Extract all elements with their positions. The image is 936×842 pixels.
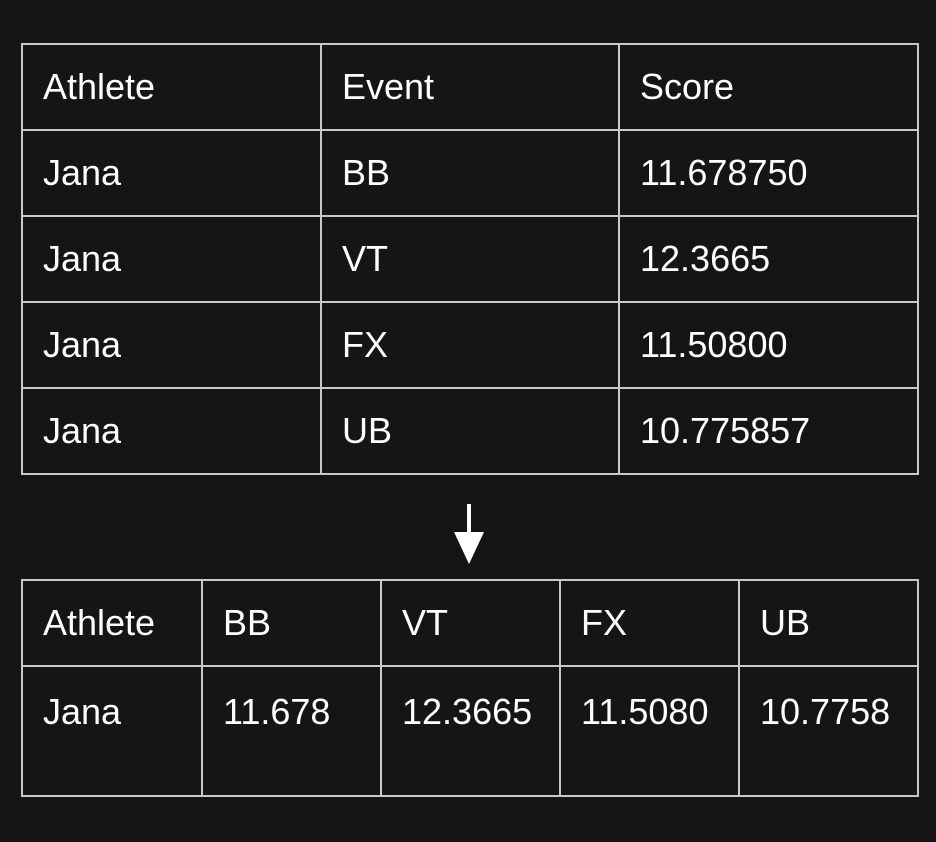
athlete-cell: Jana (21, 301, 322, 389)
athlete-cell: Jana (21, 129, 322, 217)
column-header-bb: BB (201, 579, 382, 667)
table-row: Jana FX 11.50800 (21, 301, 919, 389)
score-cell: 10.775857 (618, 387, 919, 475)
athlete-cell: Jana (21, 665, 203, 797)
score-cell: 12.3665 (618, 215, 919, 303)
vt-score-cell: 12.3665 (380, 665, 561, 797)
athlete-cell: Jana (21, 215, 322, 303)
athlete-cell: Jana (21, 387, 322, 475)
score-cell: 11.50800 (618, 301, 919, 389)
table-row: Jana BB 11.678750 (21, 129, 919, 217)
header-row: Athlete BB VT FX UB (21, 579, 919, 667)
event-cell: VT (320, 215, 620, 303)
column-header-score: Score (618, 43, 919, 131)
column-header-event: Event (320, 43, 620, 131)
ub-score-cell: 10.7758 (738, 665, 919, 797)
header-row: Athlete Event Score (21, 43, 919, 131)
event-cell: BB (320, 129, 620, 217)
column-header-athlete: Athlete (21, 579, 203, 667)
column-header-fx: FX (559, 579, 740, 667)
fx-score-cell: 11.5080 (559, 665, 740, 797)
bb-score-cell: 11.678 (201, 665, 382, 797)
column-header-vt: VT (380, 579, 561, 667)
wide-format-table: Athlete BB VT FX UB Jana 11.678 12.3665 … (21, 579, 919, 797)
down-arrow-icon (454, 504, 484, 564)
column-header-ub: UB (738, 579, 919, 667)
table-row: Jana UB 10.775857 (21, 387, 919, 475)
score-cell: 11.678750 (618, 129, 919, 217)
column-header-athlete: Athlete (21, 43, 322, 131)
table-row: Jana 11.678 12.3665 11.5080 10.7758 (21, 665, 919, 797)
table-row: Jana VT 12.3665 (21, 215, 919, 303)
event-cell: FX (320, 301, 620, 389)
long-format-table: Athlete Event Score Jana BB 11.678750 Ja… (21, 43, 919, 475)
event-cell: UB (320, 387, 620, 475)
